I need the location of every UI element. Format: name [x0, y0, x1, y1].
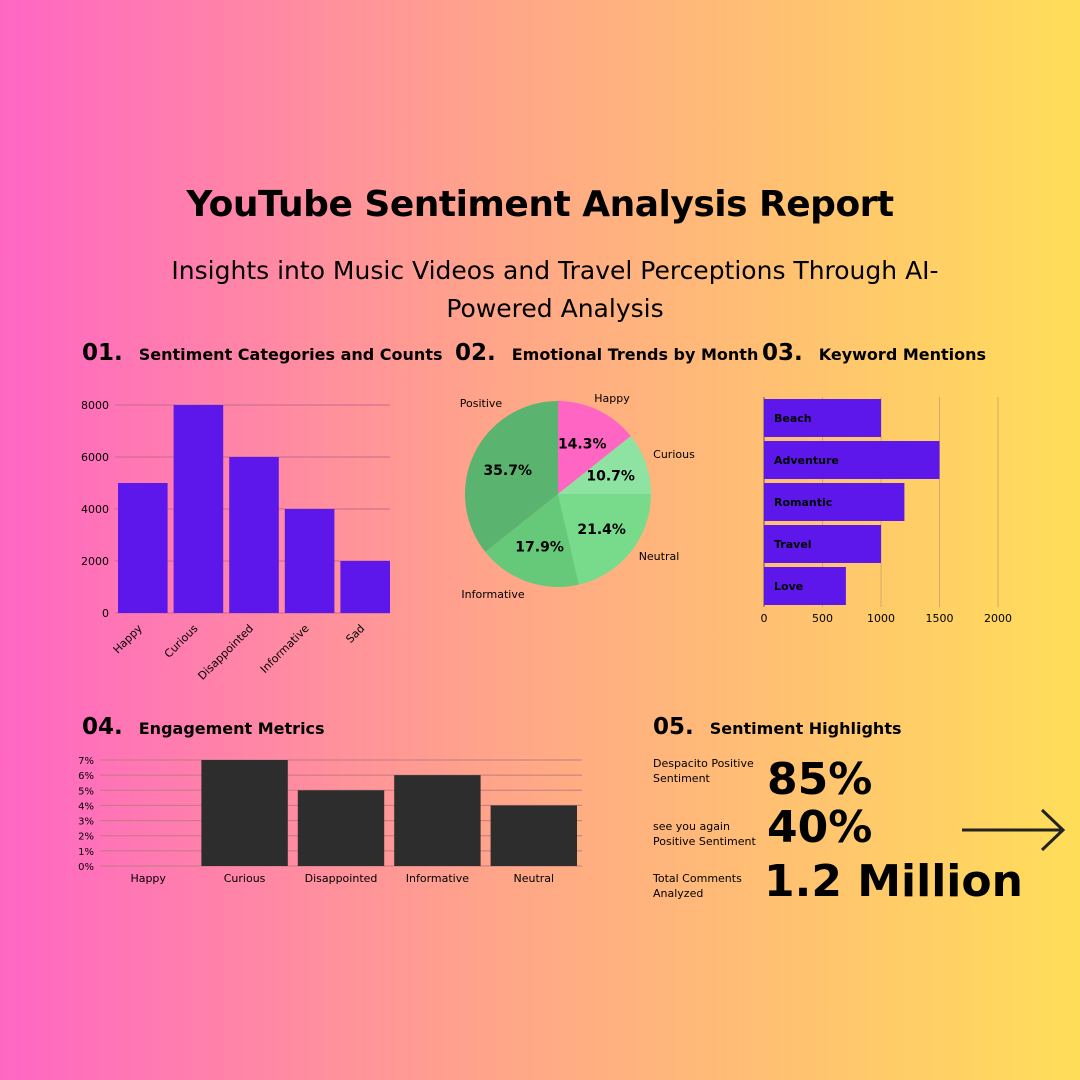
y-tick-label: 3%: [78, 817, 94, 828]
section-title: Engagement Metrics: [138, 719, 325, 738]
y-tick-label: 1%: [78, 847, 94, 858]
sentiment-counts-bar-chart: 0 2000 4000 6000 8000 Happy CuriousDisappointe…: [81, 399, 390, 683]
section-title: Sentiment Highlights: [709, 719, 902, 738]
report-subtitle: Insights into Music Videos and Travel Pe…: [171, 256, 939, 323]
highlight-value-despacito: 85%: [767, 754, 873, 805]
y-tick-label: 7%: [78, 756, 94, 767]
bar: [764, 441, 940, 479]
highlight-label-see-you-again: see you again Positive Sentiment: [653, 820, 756, 848]
x-tick-label: 500: [812, 612, 833, 625]
x-tick-label: Curious: [224, 872, 266, 885]
bar: [764, 525, 881, 563]
bar: [229, 457, 279, 613]
x-tick-label: Informative: [258, 622, 312, 676]
keyword-mentions-bar-chart: 0 500 1000 1500 2000 Beach Adventure Romantic Tr…: [761, 397, 1012, 625]
y-tick-label: 6%: [78, 771, 94, 782]
x-tick-label: 2000: [984, 612, 1012, 625]
x-tick-label: Happy: [111, 622, 146, 657]
highlight-value-see-you-again: 40%: [767, 802, 873, 853]
y-tick-label: 0%: [78, 862, 94, 873]
bar-category-label: Romantic: [774, 496, 832, 509]
y-tick-label: 8000: [81, 399, 109, 412]
pie-slice: [558, 401, 631, 494]
emotional-trends-pie-chart: 14.3% Happy 10.7% Curious 21.4% Neutral 17.9% I…: [460, 392, 695, 601]
pie-category-label: Informative: [461, 588, 524, 601]
x-tick-label: 1500: [926, 612, 954, 625]
bar-category-label: Beach: [774, 412, 812, 425]
pie-value-label: 17.9%: [515, 540, 564, 556]
section-4-header: 04. Engagement Metrics: [82, 714, 325, 740]
bar: [340, 561, 390, 613]
bar-category-label: Travel: [774, 538, 812, 551]
section-number: 05.: [653, 714, 694, 740]
x-tick-label: Curious: [162, 622, 201, 661]
section-title: Sentiment Categories and Counts: [138, 345, 443, 364]
x-tick-label: Happy: [130, 872, 166, 885]
pie-value-label: 10.7%: [586, 469, 635, 485]
highlight-label-despacito: Despacito Positive Sentiment: [653, 757, 754, 785]
section-number: 04.: [82, 714, 123, 740]
bar: [284, 509, 335, 613]
bar-category-label: Adventure: [774, 454, 839, 467]
x-tick-label: Disappointed: [195, 622, 256, 683]
section-title: Keyword Mentions: [818, 345, 987, 364]
pie-value-label: 14.3%: [558, 437, 607, 453]
bar: [490, 805, 577, 866]
highlight-label-total-comments: Total Comments Analyzed: [653, 872, 742, 900]
section-5-header: 05. Sentiment Highlights: [653, 714, 901, 740]
bar: [394, 775, 481, 866]
pie-category-label: Positive: [460, 397, 503, 410]
x-tick-label: Informative: [406, 872, 469, 885]
y-tick-label: 2000: [81, 555, 109, 568]
y-tick-label: 4%: [78, 801, 94, 812]
section-number: 03.: [762, 340, 803, 366]
pie-value-label: 35.7%: [483, 463, 532, 479]
x-tick-label: 0: [761, 612, 768, 625]
section-number: 02.: [455, 340, 496, 366]
section-number: 01.: [82, 340, 123, 366]
section-title: Emotional Trends by Month: [511, 345, 759, 364]
y-tick-label: 6000: [81, 451, 109, 464]
pie-category-label: Curious: [653, 448, 695, 461]
y-tick-label: 4000: [81, 503, 109, 516]
bar: [118, 483, 168, 613]
bar: [764, 567, 846, 605]
engagement-metrics-bar-chart: 0% 1% 2% 3% 4% 5% 6% 7% Happy Curious Disappointed…: [78, 756, 582, 885]
pie-slice: [485, 494, 579, 587]
bar: [297, 790, 385, 866]
pie-slice: [558, 494, 651, 585]
section-1-header: 01. Sentiment Categories and Counts: [82, 340, 442, 366]
arrow-right-icon[interactable]: [960, 806, 1068, 854]
y-tick-label: 0: [102, 607, 109, 620]
highlight-value-total-comments: 1.2 Million: [764, 856, 1023, 907]
section-2-header: 02. Emotional Trends by Month: [455, 340, 758, 366]
section-3-header: 03. Keyword Mentions: [762, 340, 986, 366]
bar: [173, 405, 224, 613]
y-tick-label: 5%: [78, 786, 94, 797]
x-tick-label: Disappointed: [305, 872, 378, 885]
x-tick-label: 1000: [867, 612, 895, 625]
x-tick-label: Neutral: [513, 872, 554, 885]
report-title: YouTube Sentiment Analysis Report: [186, 184, 894, 225]
x-tick-label: Sad: [343, 622, 367, 646]
pie-category-label: Neutral: [639, 550, 680, 563]
pie-value-label: 21.4%: [577, 522, 626, 538]
bar: [764, 483, 905, 521]
pie-slice: [465, 401, 558, 552]
bar-category-label: Love: [774, 580, 803, 593]
y-tick-label: 2%: [78, 832, 94, 843]
pie-category-label: Happy: [594, 392, 630, 405]
bar: [764, 399, 881, 437]
bar: [201, 760, 288, 866]
pie-slice: [558, 436, 651, 494]
